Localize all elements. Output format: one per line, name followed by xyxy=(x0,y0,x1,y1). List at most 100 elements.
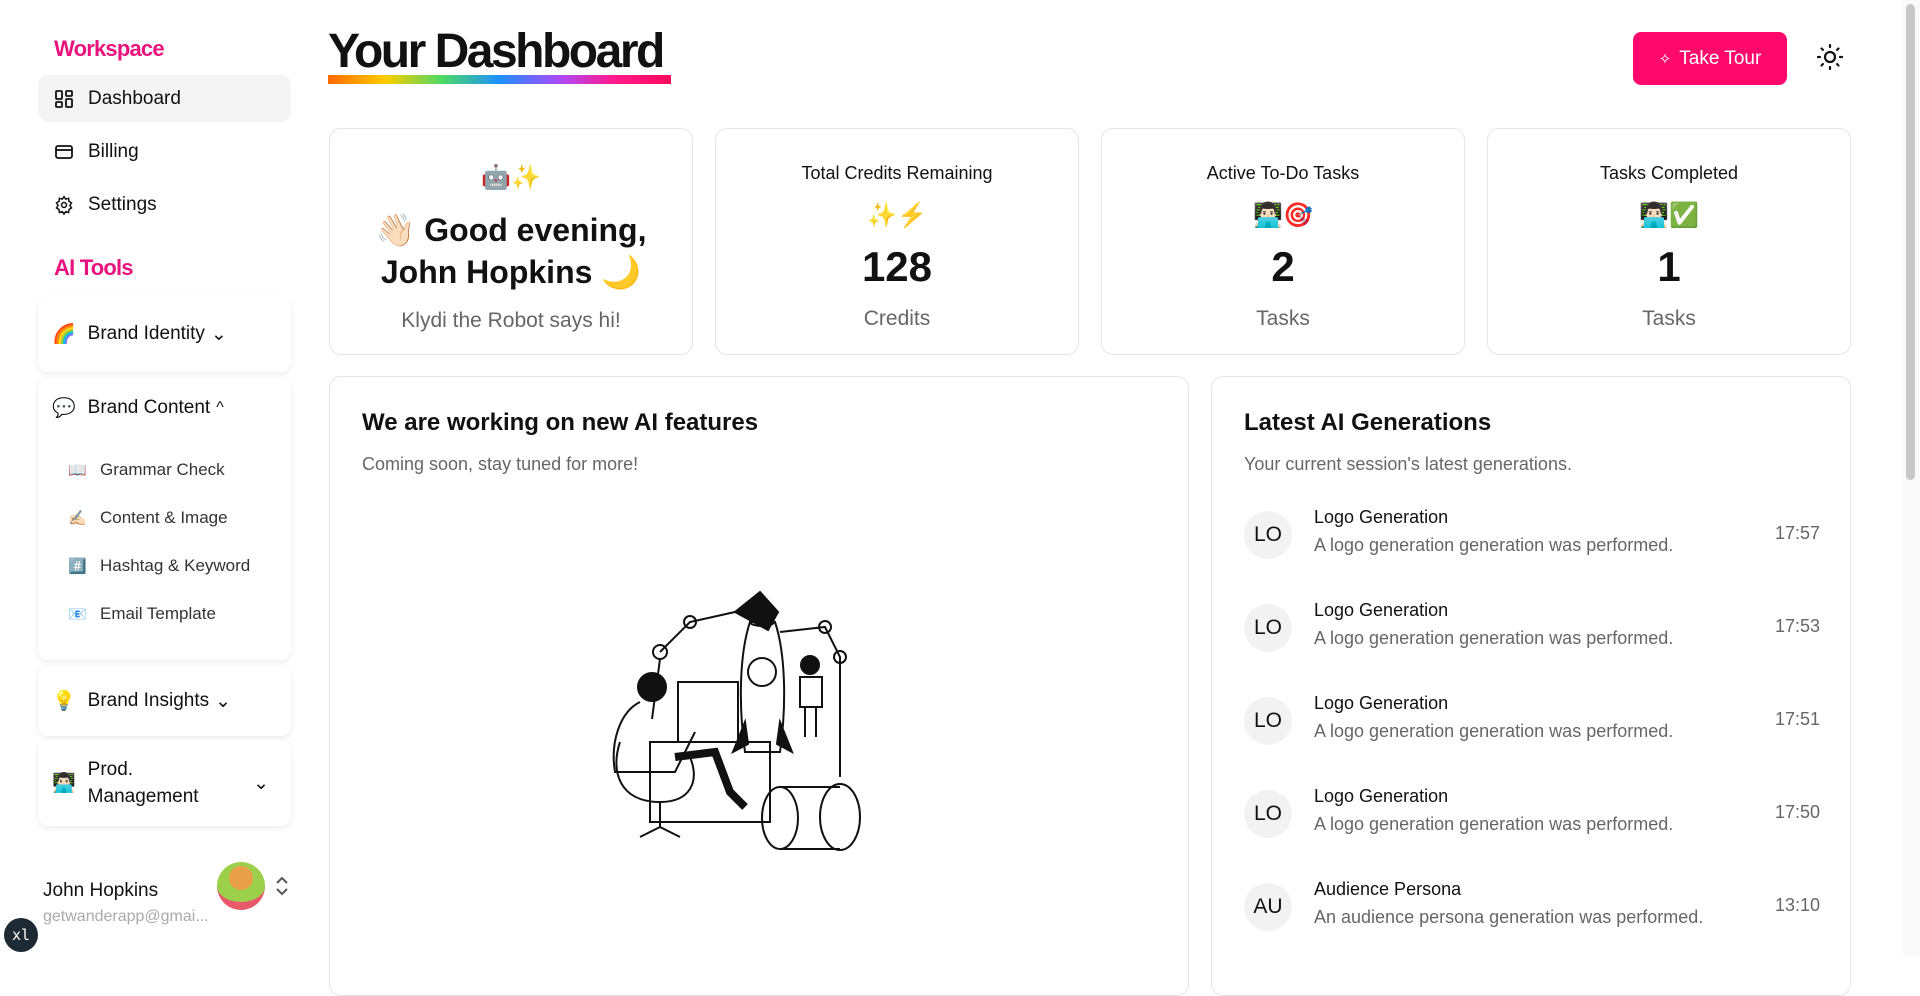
scrollbar-thumb[interactable] xyxy=(1906,4,1915,480)
chevron-down-icon: ⌄ xyxy=(210,323,227,345)
generation-avatar: LO xyxy=(1244,604,1292,652)
group-label: Brand Insights xyxy=(87,690,210,711)
chevron-up-down-icon xyxy=(276,876,288,896)
card-value: 128 xyxy=(861,243,933,290)
dashboard-icon xyxy=(55,89,73,108)
group-label: Prod. Management xyxy=(87,759,199,807)
greeting-card: 🤖✨ 👋🏻 Good evening, John Hopkins 🌙 Klydi… xyxy=(329,128,693,355)
sidebar-item-settings[interactable]: Settings xyxy=(38,181,291,228)
features-subtitle: Coming soon, stay tuned for more! xyxy=(362,454,639,474)
sidebar-subitem-grammar-check[interactable]: 📖 Grammar Check xyxy=(68,460,225,480)
generations-title: Latest AI Generations xyxy=(1244,409,1492,436)
generation-avatar: AU xyxy=(1244,883,1292,931)
writing-hand-icon: ✍🏻 xyxy=(68,510,87,527)
card-value: 1 xyxy=(1657,243,1681,290)
generation-avatar: LO xyxy=(1244,790,1292,838)
ai-tools-heading: AI Tools xyxy=(54,255,134,280)
generation-time: 17:53 xyxy=(1774,616,1820,636)
credit-card-icon xyxy=(55,144,73,159)
chevron-down-icon: ⌄ xyxy=(215,690,232,712)
group-brand-insights[interactable]: 💡 Brand Insights ⌄ xyxy=(38,666,291,736)
sidebar-subitem-hashtag-keyword[interactable]: #️⃣ Hashtag & Keyword xyxy=(68,556,250,576)
hashtag-icon: #️⃣ xyxy=(68,558,87,575)
group-prod-management[interactable]: 👨🏻‍💻 Prod. Management ⌄ xyxy=(38,740,291,826)
active-tasks-card: Active To-Do Tasks 👨🏻‍💻🎯 2 Tasks xyxy=(1101,128,1465,355)
subitem-label: Grammar Check xyxy=(100,460,225,479)
scrollbar[interactable] xyxy=(1903,0,1920,956)
generation-time: 17:50 xyxy=(1774,802,1820,822)
technologist-icon: 👨🏻‍💻 xyxy=(52,773,76,794)
generation-avatar: LO xyxy=(1244,511,1292,559)
generation-description: A logo generation generation was perform… xyxy=(1314,814,1674,834)
generation-title: Logo Generation xyxy=(1314,507,1449,527)
generation-description: A logo generation generation was perform… xyxy=(1314,535,1674,555)
sidebar-subitem-content-image[interactable]: ✍🏻 Content & Image xyxy=(68,508,228,528)
features-title: We are working on new AI features xyxy=(362,409,759,436)
user-menu[interactable]: John Hopkins getwanderapp@gmai... xyxy=(38,862,298,930)
sparkles-icon: ✧ xyxy=(1658,50,1672,68)
card-value: 2 xyxy=(1271,243,1295,290)
generation-list-item[interactable]: LO Logo Generation A logo generation gen… xyxy=(1244,784,1820,844)
generation-description: A logo generation generation was perform… xyxy=(1314,721,1674,741)
greeting-line-1: 👋🏻 Good evening, xyxy=(375,212,647,248)
breakpoint-badge: xl xyxy=(4,918,38,952)
generation-list-item[interactable]: LO Logo Generation A logo generation gen… xyxy=(1244,691,1820,751)
card-unit: Tasks xyxy=(1642,307,1696,330)
generation-list-item[interactable]: AU Audience Persona An audience persona … xyxy=(1244,877,1820,937)
generation-time: 17:51 xyxy=(1774,709,1820,729)
sidebar-item-label: Billing xyxy=(88,140,139,162)
card-title: Total Credits Remaining xyxy=(801,163,993,183)
book-icon: 📖 xyxy=(68,462,87,479)
generations-subtitle: Your current session's latest generation… xyxy=(1244,454,1572,474)
card-title: Tasks Completed xyxy=(1599,163,1739,183)
lightbulb-icon: 💡 xyxy=(52,691,76,712)
sidebar-subitem-email-template[interactable]: 📧 Email Template xyxy=(68,604,216,624)
chevron-down-icon: ⌄ xyxy=(253,772,269,794)
theme-toggle-sun-icon[interactable] xyxy=(1816,43,1844,71)
sidebar-item-billing[interactable]: Billing xyxy=(38,128,291,175)
rainbow-icon: 🌈 xyxy=(52,324,76,345)
card-unit: Tasks xyxy=(1256,307,1310,330)
group-brand-identity[interactable]: 🌈 Brand Identity ⌄ xyxy=(38,296,291,372)
page-title: Your Dashboard xyxy=(328,25,665,78)
generation-list-item[interactable]: LO Logo Generation A logo generation gen… xyxy=(1244,505,1820,565)
generation-title: Logo Generation xyxy=(1314,693,1449,713)
email-icon: 📧 xyxy=(68,606,87,623)
take-tour-button[interactable]: ✧ Take Tour xyxy=(1633,32,1787,85)
take-tour-label: Take Tour xyxy=(1679,47,1762,69)
sparkles-lightning-icon: ✨⚡ xyxy=(867,202,927,229)
generation-time: 13:10 xyxy=(1774,895,1820,915)
title-rainbow-underline xyxy=(328,75,671,84)
card-unit: Credits xyxy=(863,307,931,330)
completed-tasks-card: Tasks Completed 👨🏻‍💻✅ 1 Tasks xyxy=(1487,128,1851,355)
latest-generations-panel: Latest AI Generations Your current sessi… xyxy=(1211,376,1851,996)
robot-sparkles-icon: 🤖✨ xyxy=(481,164,541,191)
group-brand-content: 💬 Brand Content ^ 📖 Grammar Check ✍🏻 Content… xyxy=(38,378,291,660)
speech-bubble-icon: 💬 xyxy=(52,398,76,419)
generation-title: Audience Persona xyxy=(1314,879,1462,899)
avatar xyxy=(217,862,265,910)
user-email: getwanderapp@gmai... xyxy=(43,908,209,925)
generation-title: Logo Generation xyxy=(1314,600,1449,620)
generation-description: An audience persona generation was perfo… xyxy=(1314,907,1704,927)
group-brand-content-header[interactable]: 💬 Brand Content ^ xyxy=(38,378,291,438)
sidebar-item-label: Settings xyxy=(88,193,157,215)
greeting-subtitle: Klydi the Robot says hi! xyxy=(401,309,621,332)
chevron-up-icon: ^ xyxy=(216,399,224,416)
credits-card: Total Credits Remaining ✨⚡ 128 Credits xyxy=(715,128,1079,355)
technologist-target-icon: 👨🏻‍💻🎯 xyxy=(1253,202,1313,229)
generation-title: Logo Generation xyxy=(1314,786,1449,806)
features-panel: We are working on new AI features Coming… xyxy=(329,376,1189,996)
generation-list-item[interactable]: LO Logo Generation A logo generation gen… xyxy=(1244,598,1820,658)
generation-avatar: LO xyxy=(1244,697,1292,745)
workspace-heading: Workspace xyxy=(54,36,165,61)
technologist-check-icon: 👨🏻‍💻✅ xyxy=(1639,202,1699,229)
subitem-label: Content & Image xyxy=(100,508,228,527)
sidebar-item-dashboard[interactable]: Dashboard xyxy=(38,75,291,122)
gear-icon xyxy=(55,194,73,215)
sidebar-item-label: Dashboard xyxy=(88,87,181,109)
subitem-label: Email Template xyxy=(100,604,216,623)
group-label: Brand Identity xyxy=(87,323,205,344)
subitem-label: Hashtag & Keyword xyxy=(100,556,251,575)
greeting-line-2: John Hopkins 🌙 xyxy=(380,254,642,290)
